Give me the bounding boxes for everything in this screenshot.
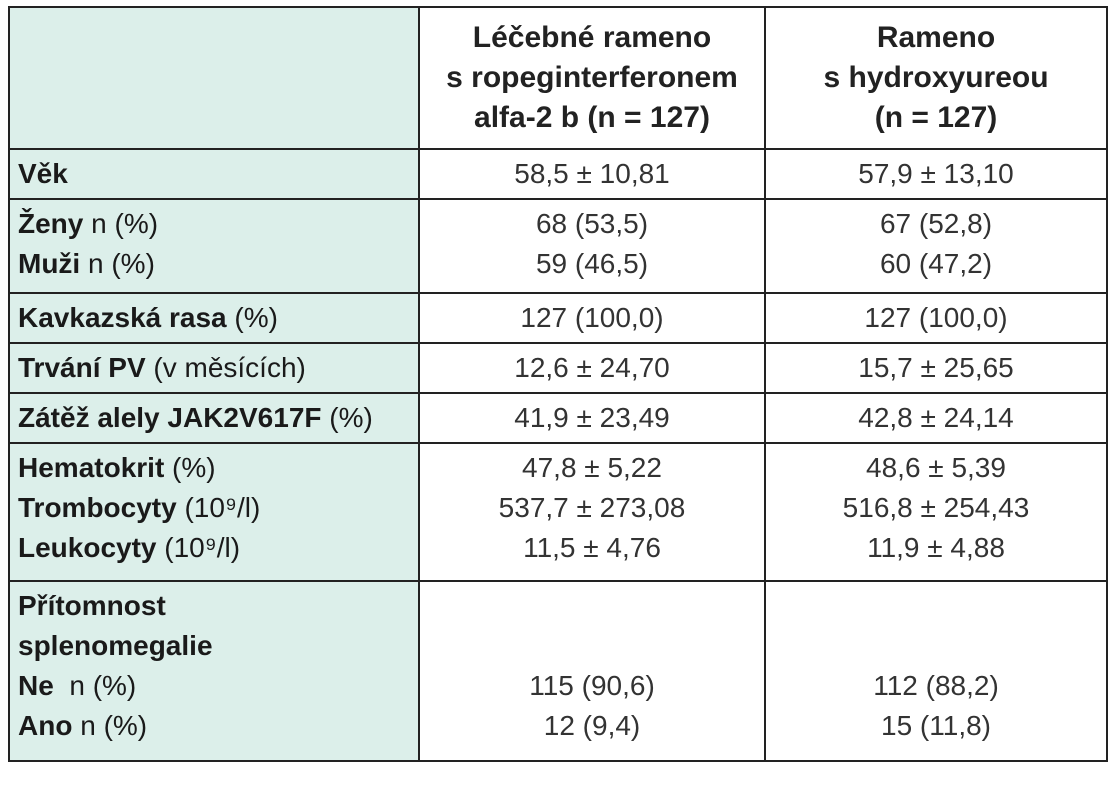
value-men-ropeg: 59 (46,5) (535, 248, 649, 279)
corner-cell (8, 6, 420, 150)
value-spleen-no-ropeg: 115 (90,6) (529, 670, 655, 701)
value-caucasian-ropeg: 127 (100,0) (418, 292, 766, 344)
label-spleen-no: Ne (18, 670, 54, 701)
label-leukocytes-unit: (10⁹/l) (156, 532, 241, 563)
value-women-hu: 67 (52,8) (879, 208, 993, 239)
value-age-hu: 57,9 ± 13,10 (764, 148, 1108, 200)
value-sex-hu: 67 (52,8) 60 (47,2) (764, 198, 1108, 294)
row-label-sex: Ženy n (%) Muži n (%) (8, 198, 420, 294)
header-hydroxyurea: Rameno s hydroxyureou (n = 127) (764, 6, 1108, 150)
label-women-unit: n (%) (83, 208, 159, 239)
value-duration-hu: 15,7 ± 25,65 (764, 342, 1108, 394)
row-label-splenomegaly: Přítomnost splenomegalie Ne n (%) Ano n … (8, 580, 420, 762)
table-row-sex: Ženy n (%) Muži n (%) 68 (53,5) 59 (46,5… (8, 198, 1108, 294)
label-duration-unit: (v měsících) (145, 352, 306, 383)
label-allele: Zátěž alely JAK2V617F (18, 402, 322, 433)
label-platelets-unit: (10⁹/l) (176, 492, 261, 523)
value-spleen-hu: 112 (88,2) 15 (11,8) (764, 580, 1108, 762)
table-row-blood: Hematokrit (%) Trombocyty (10⁹/l) Leukoc… (8, 442, 1108, 582)
label-hematocrit-unit: (%) (164, 452, 216, 483)
value-women-ropeg: 68 (53,5) (535, 208, 649, 239)
value-sex-ropeg: 68 (53,5) 59 (46,5) (418, 198, 766, 294)
header-row: Léčebné rameno s ropeginterferonem alfa-… (8, 6, 1108, 150)
value-age-ropeg: 58,5 ± 10,81 (418, 148, 766, 200)
value-platelets-hu: 516,8 ± 254,43 (842, 492, 1030, 523)
header-hu-line1: Rameno (876, 21, 996, 54)
label-caucasian-unit: (%) (226, 302, 278, 333)
table-row-allele: Zátěž alely JAK2V617F (%) 41,9 ± 23,49 4… (8, 392, 1108, 444)
label-spleen-title1: Přítomnost (18, 590, 166, 621)
table-row-duration: Trvání PV (v měsících) 12,6 ± 24,70 15,7… (8, 342, 1108, 394)
value-spleen-yes-ropeg: 12 (9,4) (543, 710, 641, 741)
header-hu-line2: s hydroxyureou (823, 61, 1049, 94)
label-spleen-title2: splenomegalie (18, 630, 213, 661)
label-hematocrit: Hematokrit (18, 452, 165, 483)
value-platelets-ropeg: 537,7 ± 273,08 (498, 492, 686, 523)
value-leukocytes-hu: 11,9 ± 4,88 (867, 532, 1005, 563)
value-caucasian-hu: 127 (100,0) (764, 292, 1108, 344)
label-age: Věk (18, 158, 68, 189)
value-hematocrit-ropeg: 47,8 ± 5,22 (522, 452, 662, 483)
label-caucasian: Kavkazská rasa (18, 302, 227, 333)
value-leukocytes-ropeg: 11,5 ± 4,76 (523, 532, 661, 563)
value-spleen-ropeg: 115 (90,6) 12 (9,4) (418, 580, 766, 762)
value-allele-hu: 42,8 ± 24,14 (764, 392, 1108, 444)
label-men: Muži (18, 248, 81, 279)
value-spleen-no-hu: 112 (88,2) (873, 670, 999, 701)
table-row-age: Věk 58,5 ± 10,81 57,9 ± 13,10 (8, 148, 1108, 200)
value-duration-ropeg: 12,6 ± 24,70 (418, 342, 766, 394)
label-men-unit: n (%) (80, 248, 155, 279)
table-row-caucasian: Kavkazská rasa (%) 127 (100,0) 127 (100,… (8, 292, 1108, 344)
label-spleen-yes: Ano (18, 710, 73, 741)
value-allele-ropeg: 41,9 ± 23,49 (418, 392, 766, 444)
label-women: Ženy (18, 208, 84, 239)
label-spleen-yes-unit: n (%) (72, 710, 148, 741)
value-spleen-yes-hu: 15 (11,8) (881, 710, 991, 741)
header-ropeginterferon: Léčebné rameno s ropeginterferonem alfa-… (418, 6, 766, 150)
value-blood-ropeg: 47,8 ± 5,22 537,7 ± 273,08 11,5 ± 4,76 (418, 442, 766, 582)
label-platelets: Trombocyty (18, 492, 177, 523)
label-allele-unit: (%) (321, 402, 373, 433)
header-hu-line3: (n = 127) (874, 101, 998, 134)
row-label-age: Věk (8, 148, 420, 200)
value-blood-hu: 48,6 ± 5,39 516,8 ± 254,43 11,9 ± 4,88 (764, 442, 1108, 582)
value-men-hu: 60 (47,2) (879, 248, 993, 279)
table-row-splenomegaly: Přítomnost splenomegalie Ne n (%) Ano n … (8, 580, 1108, 762)
row-label-allele: Zátěž alely JAK2V617F (%) (8, 392, 420, 444)
row-label-duration: Trvání PV (v měsících) (8, 342, 420, 394)
label-leukocytes: Leukocyty (18, 532, 157, 563)
baseline-characteristics-table: Léčebné rameno s ropeginterferonem alfa-… (8, 6, 1108, 762)
row-label-caucasian: Kavkazská rasa (%) (8, 292, 420, 344)
label-duration: Trvání PV (18, 352, 146, 383)
header-ropeg-line3: alfa-2 b (n = 127) (474, 101, 710, 134)
header-ropeg-line1: Léčebné rameno (472, 21, 712, 54)
header-ropeg-line2: s ropeginterferonem (446, 61, 738, 94)
label-spleen-no-unit: n (%) (53, 670, 137, 701)
value-hematocrit-hu: 48,6 ± 5,39 (866, 452, 1006, 483)
row-label-blood: Hematokrit (%) Trombocyty (10⁹/l) Leukoc… (8, 442, 420, 582)
